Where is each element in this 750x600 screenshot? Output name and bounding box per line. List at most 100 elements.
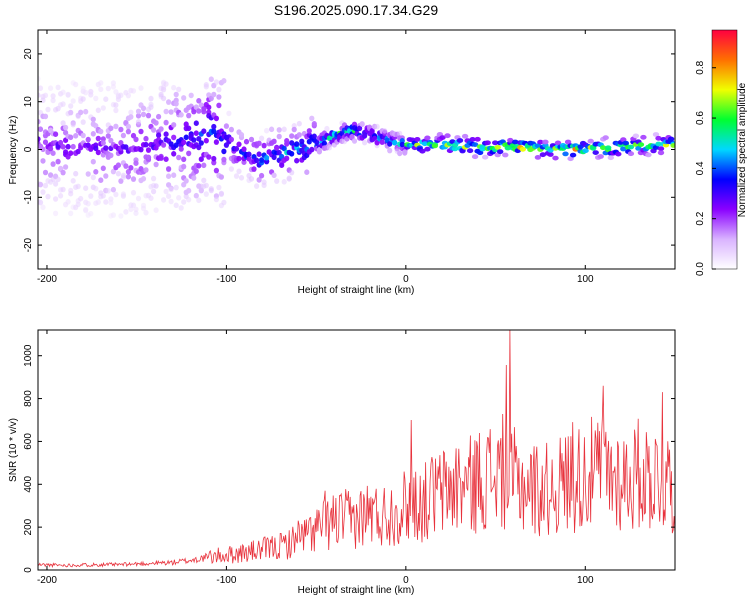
spectrogram-cell-803 bbox=[397, 130, 403, 137]
spectrogram-cell-546 bbox=[236, 155, 242, 162]
spectrogram-cell-780 bbox=[382, 128, 388, 134]
spectrogram-cell-591 bbox=[264, 127, 270, 134]
spectrogram-cell-41 bbox=[48, 172, 54, 178]
spectrogram-cell-127 bbox=[80, 96, 86, 102]
spectrogram-cell-830 bbox=[424, 135, 431, 141]
spectrogram-cell-403 bbox=[178, 205, 184, 211]
spectrogram-cell-143 bbox=[85, 200, 91, 207]
spectrogram-cell-96 bbox=[68, 190, 74, 197]
spectrogram-cell-153 bbox=[88, 210, 94, 217]
spectrogram-cell-521 bbox=[221, 78, 227, 84]
snr-background bbox=[38, 330, 675, 570]
spectrogram-cell-285 bbox=[135, 108, 142, 115]
spectrogram-cell-3 bbox=[38, 92, 41, 98]
spectrogram-cell-306 bbox=[143, 167, 149, 173]
spectrogram-cell-254 bbox=[125, 92, 131, 99]
spectrogram-cell-200 bbox=[105, 133, 111, 139]
spectrogram-cell-872 bbox=[476, 150, 484, 156]
spectrogram-cell-383 bbox=[171, 151, 177, 157]
snr-y-tick-label-600: 600 bbox=[23, 433, 34, 450]
spectrogram-cell-174 bbox=[95, 199, 101, 205]
spectrogram-cell-856 bbox=[456, 138, 464, 143]
spectrogram-cell-180 bbox=[98, 86, 104, 93]
spectrogram-cell-496 bbox=[211, 91, 217, 98]
spectrogram-cell-243 bbox=[120, 191, 126, 197]
spectrogram-cell-264 bbox=[128, 114, 134, 120]
spectrogram-cell-433 bbox=[188, 132, 194, 139]
spectrogram-cell-183 bbox=[100, 165, 106, 172]
spectrogram-cell-18 bbox=[40, 204, 46, 211]
spectrogram-cell-934 bbox=[554, 140, 562, 146]
spectrogram-cell-286 bbox=[135, 119, 142, 125]
spectrogram-cell-425 bbox=[186, 187, 192, 194]
spectrogram-cell-93 bbox=[68, 210, 74, 217]
spectrogram-cell-407 bbox=[181, 199, 187, 205]
spectrogram-cell-846 bbox=[444, 133, 451, 139]
spectrogram-cell-568 bbox=[248, 176, 255, 182]
spectrogram-cell-411 bbox=[181, 95, 187, 101]
spectrogram-cell-131 bbox=[80, 132, 86, 139]
snr-frame bbox=[37, 329, 676, 571]
spectrogram-cell-373 bbox=[168, 109, 174, 115]
spectrogram-cell-1015 bbox=[657, 146, 665, 152]
spectrogram-cell-999 bbox=[637, 142, 645, 148]
spectrogram-cell-434 bbox=[191, 137, 197, 143]
spectrogram-cell-509 bbox=[216, 102, 222, 109]
spectrogram-cell-404 bbox=[178, 112, 184, 118]
spectrogram-cell-858 bbox=[459, 148, 466, 154]
spectrogram-cell-110 bbox=[73, 81, 79, 88]
spectrogram-cell-36 bbox=[48, 85, 54, 91]
spectrogram-cell-932 bbox=[552, 155, 559, 161]
spectrogram-cell-541 bbox=[233, 146, 240, 152]
spectrogram-cell-731 bbox=[351, 138, 358, 144]
spectrogram-cell-588 bbox=[261, 142, 267, 149]
spectrogram-cell-480 bbox=[206, 104, 212, 111]
spectrogram-cell-345 bbox=[158, 126, 164, 132]
spectrogram-cell-348 bbox=[158, 155, 164, 161]
spectrogram-x-ticks: -200 -100 0 100 bbox=[37, 30, 594, 285]
spectrogram-cell-258 bbox=[125, 128, 131, 135]
spectrogram-cell-137 bbox=[83, 185, 89, 191]
spectrogram-cell-230 bbox=[115, 170, 121, 177]
spectrogram-cell-334 bbox=[153, 207, 159, 213]
spectrogram-cell-332 bbox=[153, 120, 159, 126]
spectrogram-cell-312 bbox=[145, 154, 152, 161]
spectrogram-cell-619 bbox=[281, 179, 287, 185]
spectrogram-cell-337 bbox=[156, 113, 162, 120]
spectrogram-cell-316 bbox=[148, 95, 154, 102]
spectrogram-cell-281 bbox=[135, 113, 142, 119]
spectrogram-cell-969 bbox=[600, 145, 607, 151]
spectrogram-cell-785 bbox=[387, 141, 393, 147]
spectrogram-cell-227 bbox=[115, 96, 121, 103]
spectrogram-cell-507 bbox=[216, 86, 222, 93]
spectrogram-cell-71 bbox=[60, 186, 66, 193]
spectrogram-cell-728 bbox=[349, 133, 355, 140]
spectrogram-cells bbox=[38, 76, 675, 219]
spectrogram-cell-600 bbox=[269, 126, 275, 133]
spectrogram-cell-78 bbox=[63, 164, 69, 170]
spectrogram-cell-472 bbox=[203, 83, 209, 90]
spectrogram-cell-121 bbox=[78, 195, 84, 202]
spectrogram-cell-528 bbox=[223, 123, 229, 129]
spectrogram-x-label: Height of straight line (km) bbox=[298, 285, 415, 296]
spectrogram-cell-232 bbox=[118, 92, 124, 99]
spectrogram-y-tick-label-10: 10 bbox=[23, 96, 34, 108]
spectrogram-cell-204 bbox=[108, 125, 114, 132]
spectrogram-cell-91 bbox=[68, 150, 74, 156]
spectrogram-cell-656 bbox=[304, 169, 310, 175]
spectrogram-cell-76 bbox=[60, 169, 66, 176]
spectrogram-x-tick-label-100: 100 bbox=[577, 274, 594, 285]
spectrogram-cell-469 bbox=[203, 137, 209, 144]
spectrogram-cell-905 bbox=[519, 146, 526, 152]
spectrogram-cell-661 bbox=[309, 146, 315, 153]
spectrogram-cell-516 bbox=[218, 190, 224, 197]
spectrogram-y-tick-label--10: -10 bbox=[23, 190, 34, 205]
spectrogram-cell-50 bbox=[53, 181, 59, 187]
spectrogram-cell-440 bbox=[191, 175, 197, 181]
spectrogram-cell-17 bbox=[40, 97, 46, 104]
spectrogram-cell-397 bbox=[176, 154, 182, 161]
spectrogram-cell-878 bbox=[484, 140, 491, 146]
spectrogram-cell-616 bbox=[279, 162, 285, 168]
spectrogram-cell-512 bbox=[218, 174, 224, 180]
spectrogram-cell-533 bbox=[228, 136, 234, 143]
